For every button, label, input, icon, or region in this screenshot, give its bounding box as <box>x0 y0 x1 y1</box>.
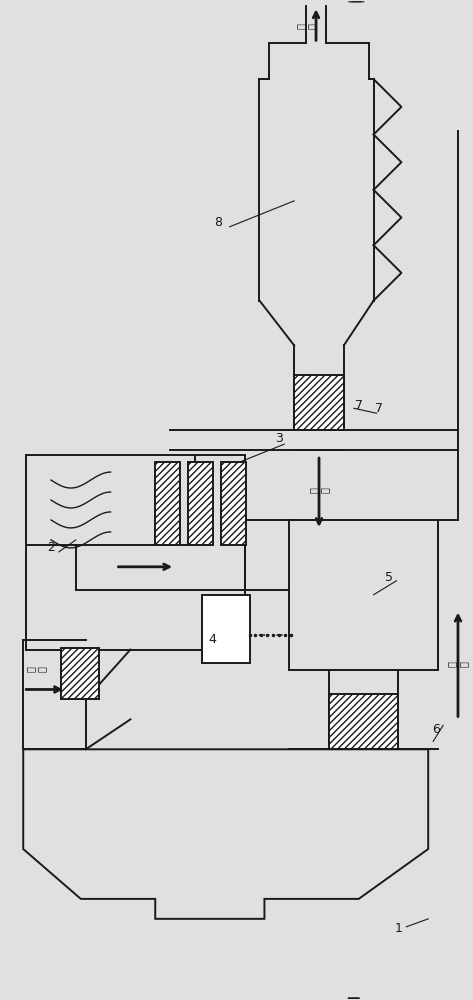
Bar <box>61 648 99 699</box>
Text: 烟
气: 烟 气 <box>26 667 47 672</box>
Text: 烟
气: 烟 气 <box>447 662 469 667</box>
Text: 2: 2 <box>47 541 55 554</box>
Text: 5: 5 <box>385 571 393 584</box>
Text: 7: 7 <box>355 399 363 412</box>
Text: 1: 1 <box>394 922 403 935</box>
Text: 6: 6 <box>432 723 440 736</box>
Bar <box>155 462 180 545</box>
Text: 7: 7 <box>375 402 383 415</box>
Bar <box>294 375 344 430</box>
Text: 4: 4 <box>209 633 217 646</box>
Bar <box>221 462 245 545</box>
Text: 烟
气: 烟 气 <box>308 487 330 493</box>
Bar <box>188 462 213 545</box>
Bar <box>202 595 250 663</box>
Text: 烟
气: 烟 气 <box>295 23 317 29</box>
Text: 3: 3 <box>275 432 283 445</box>
Bar <box>329 694 398 749</box>
Text: 8: 8 <box>214 216 222 229</box>
